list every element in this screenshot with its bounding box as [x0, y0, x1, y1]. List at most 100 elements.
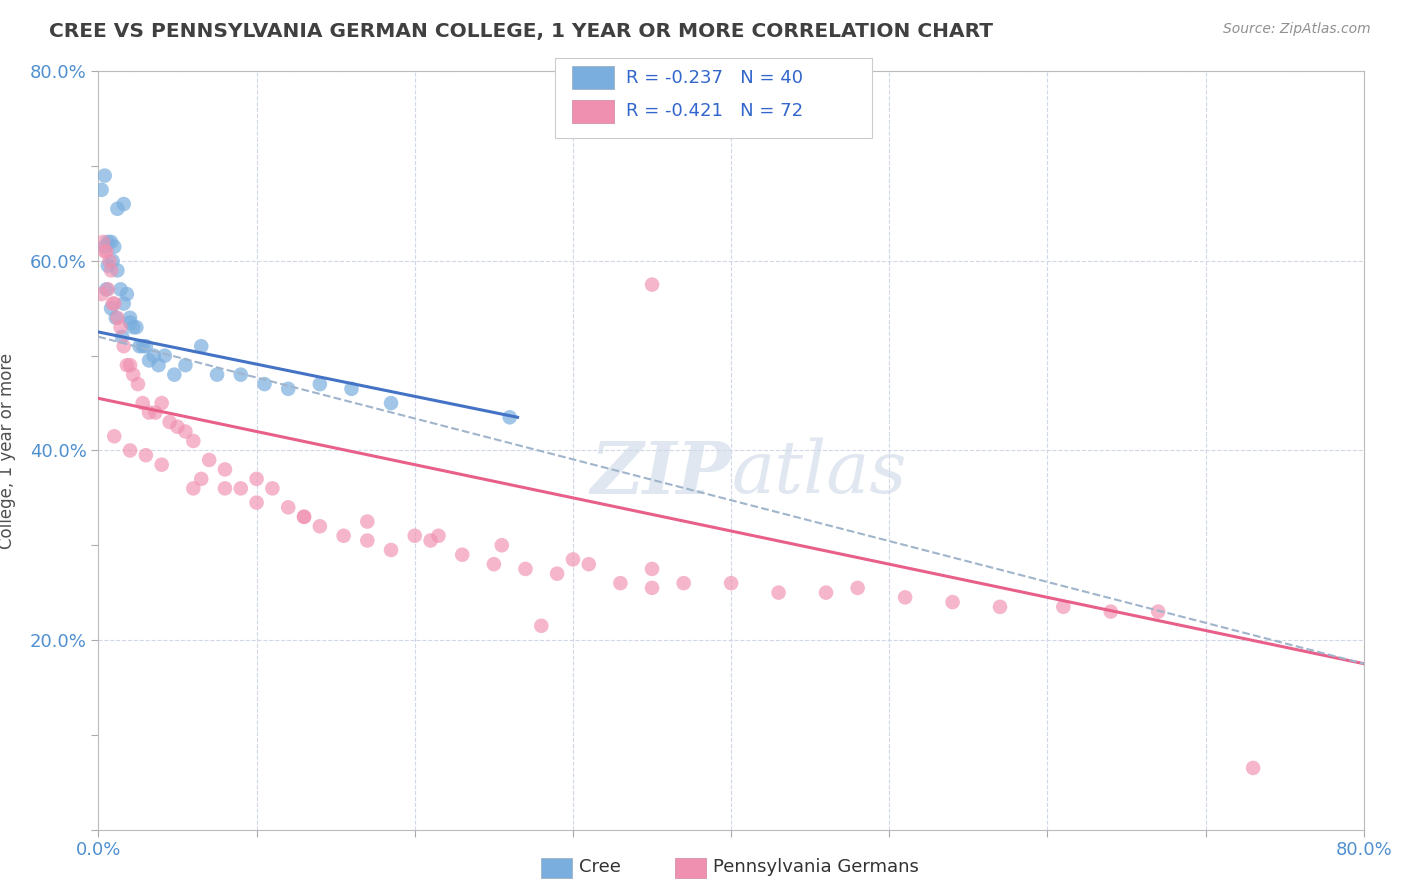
Point [183, 482, 205, 496]
Point [132, 339, 155, 353]
Point [1147, 605, 1170, 619]
Text: Cree: Cree [579, 858, 621, 876]
Point [96, 244, 118, 259]
Point [942, 595, 965, 609]
Point [93, 244, 117, 259]
Point [292, 509, 315, 524]
Point [561, 552, 585, 566]
Point [115, 287, 138, 301]
Point [135, 448, 157, 462]
Point [380, 396, 402, 410]
Point [90, 183, 112, 197]
Point [127, 377, 149, 392]
Point [110, 320, 132, 334]
Point [150, 458, 173, 472]
Point [309, 377, 332, 392]
Point [128, 339, 150, 353]
Point [404, 529, 426, 543]
Point [1241, 761, 1264, 775]
Point [277, 382, 299, 396]
Point [148, 358, 170, 372]
Point [103, 296, 125, 310]
Point [93, 169, 117, 183]
Point [1052, 599, 1074, 614]
Point [427, 529, 450, 543]
Point [101, 296, 124, 310]
Point [277, 500, 299, 515]
Point [174, 358, 197, 372]
Point [183, 434, 205, 448]
Point [112, 339, 135, 353]
Point [120, 310, 141, 325]
Text: ZIP: ZIP [591, 438, 731, 508]
Point [491, 538, 513, 552]
Point [97, 235, 120, 249]
Point [138, 353, 160, 368]
Point [498, 410, 520, 425]
Point [515, 562, 537, 576]
Text: Source: ZipAtlas.com: Source: ZipAtlas.com [1223, 22, 1371, 37]
Point [111, 330, 134, 344]
Point [768, 585, 790, 599]
Point [672, 576, 695, 591]
Point [214, 462, 236, 476]
Point [214, 482, 236, 496]
Point [97, 282, 120, 296]
Point [332, 529, 354, 543]
Point [104, 310, 127, 325]
Point [1099, 605, 1122, 619]
Text: atlas: atlas [731, 438, 907, 508]
Point [229, 368, 252, 382]
Point [110, 282, 132, 296]
Point [246, 495, 269, 509]
Point [229, 482, 252, 496]
Point [720, 576, 742, 591]
Point [205, 368, 228, 382]
Point [153, 349, 176, 363]
Point [120, 443, 141, 458]
Point [112, 296, 135, 310]
Point [145, 406, 166, 420]
Point [103, 429, 125, 443]
Point [482, 557, 505, 572]
Text: R = -0.421   N = 72: R = -0.421 N = 72 [626, 103, 803, 120]
Point [163, 368, 186, 382]
Text: R = -0.237   N = 40: R = -0.237 N = 40 [626, 69, 803, 87]
Point [107, 202, 129, 216]
Point [198, 453, 221, 467]
Point [159, 415, 181, 429]
Point [814, 585, 837, 599]
Point [356, 533, 378, 548]
Point [97, 259, 120, 273]
Point [166, 419, 188, 434]
Point [122, 368, 145, 382]
Point [246, 472, 269, 486]
Text: Pennsylvania Germans: Pennsylvania Germans [713, 858, 918, 876]
Point [641, 562, 664, 576]
Y-axis label: College, 1 year or more: College, 1 year or more [0, 352, 15, 549]
Point [380, 543, 402, 558]
Point [100, 263, 122, 277]
Point [150, 396, 173, 410]
Point [190, 339, 212, 353]
Point [120, 358, 141, 372]
Point [112, 197, 135, 211]
Point [641, 277, 664, 292]
Point [138, 406, 160, 420]
Point [132, 396, 155, 410]
Point [609, 576, 631, 591]
Point [91, 235, 114, 249]
Point [174, 425, 197, 439]
Point [190, 472, 212, 486]
Point [309, 519, 332, 533]
Point [115, 358, 138, 372]
Point [100, 301, 122, 316]
Point [120, 316, 141, 330]
Point [93, 240, 117, 254]
Text: CREE VS PENNSYLVANIA GERMAN COLLEGE, 1 YEAR OR MORE CORRELATION CHART: CREE VS PENNSYLVANIA GERMAN COLLEGE, 1 Y… [49, 22, 993, 41]
Point [107, 263, 129, 277]
Point [340, 382, 363, 396]
Point [988, 599, 1011, 614]
Point [292, 509, 315, 524]
Point [135, 339, 157, 353]
